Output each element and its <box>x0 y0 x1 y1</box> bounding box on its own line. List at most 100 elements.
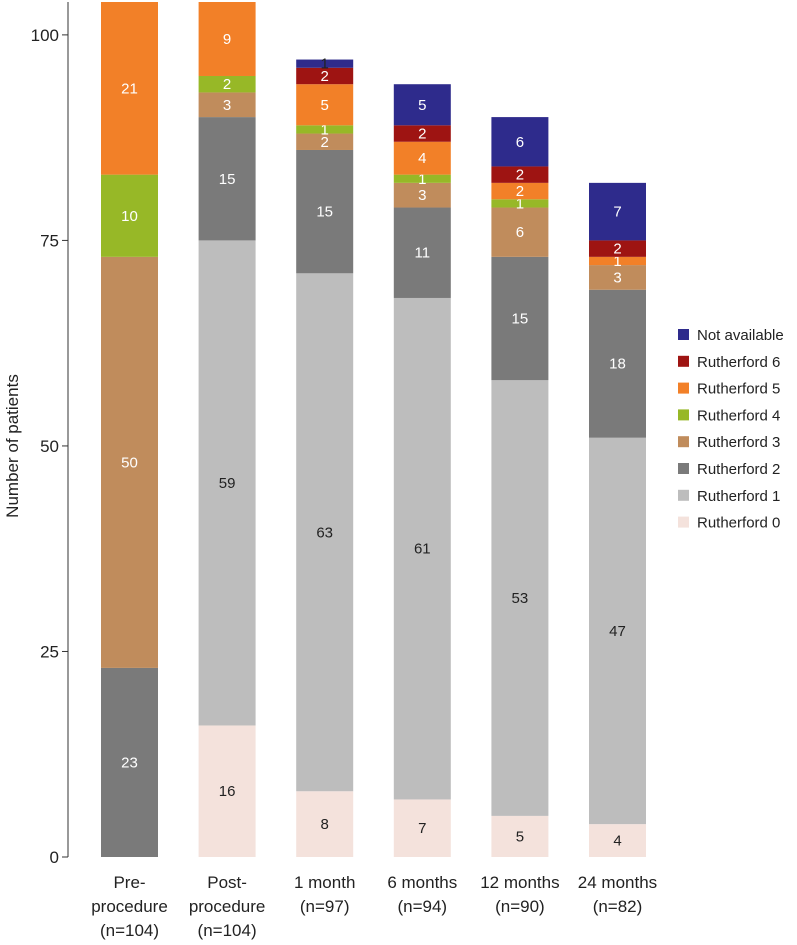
data-label-rutherford-5-4: 2 <box>516 183 524 200</box>
x-tick-label-3-0: 6 months <box>387 873 457 892</box>
data-label-rutherford-4-1: 2 <box>223 76 231 93</box>
legend-label-rutherford-1: Rutherford 1 <box>697 488 780 505</box>
legend-swatch-rutherford-3 <box>678 436 689 448</box>
bar-rutherford-1-2 <box>296 273 354 792</box>
bar-not-available-2 <box>296 59 354 68</box>
bar-rutherford-1-3 <box>393 297 451 800</box>
legend-label-rutherford-5: Rutherford 5 <box>697 381 780 398</box>
bar-rutherford-3-3 <box>393 182 451 208</box>
bar-rutherford-0-3 <box>393 799 451 857</box>
data-label-not-available-3: 5 <box>418 97 426 114</box>
data-label-rutherford-4-3: 1 <box>418 171 426 188</box>
data-label-not-available-2: 1 <box>321 56 329 73</box>
bar-rutherford-2-4 <box>491 256 549 381</box>
bar-rutherford-4-2 <box>296 125 354 134</box>
bar-rutherford-3-2 <box>296 133 354 150</box>
bar-rutherford-5-3 <box>393 141 451 175</box>
x-tick-label-1-0: Post- <box>207 873 247 892</box>
bar-rutherford-4-4 <box>491 199 549 208</box>
bar-rutherford-6-4 <box>491 166 549 183</box>
bar-not-available-3 <box>393 84 451 126</box>
x-tick-label-2-1: (n=97) <box>300 897 350 916</box>
data-label-rutherford-5-0: 21 <box>121 80 138 97</box>
data-label-rutherford-3-0: 50 <box>121 454 138 471</box>
data-label-rutherford-6-4: 2 <box>516 167 524 184</box>
legend-label-rutherford-3: Rutherford 3 <box>697 434 780 451</box>
data-label-rutherford-3-2: 2 <box>321 134 329 151</box>
x-tick-label-4-0: 12 months <box>480 873 559 892</box>
legend: Not available Rutherford 6 Rutherford 5 Rut… <box>678 327 784 532</box>
bar-rutherford-0-2 <box>296 791 354 857</box>
data-label-rutherford-3-5: 3 <box>613 269 621 286</box>
legend-label-rutherford-0: Rutherford 0 <box>697 515 780 532</box>
bar-rutherford-2-5 <box>589 289 646 438</box>
x-tick-label-1-1: procedure <box>189 897 266 916</box>
bar-rutherford-0-4 <box>491 815 549 857</box>
bars: 2350102116591532986315215217611131425553… <box>101 2 646 857</box>
x-tick-label-3-1: (n=94) <box>397 897 447 916</box>
bar-rutherford-5-0 <box>101 2 158 175</box>
x-tick-label-0-2: (n=104) <box>100 921 159 940</box>
bar-not-available-5 <box>589 182 646 241</box>
y-tick-label-50: 50 <box>40 437 59 456</box>
legend-swatch-rutherford-5 <box>678 382 689 394</box>
bar-rutherford-0-5 <box>589 824 646 857</box>
data-label-rutherford-3-4: 6 <box>516 224 524 241</box>
bar-rutherford-4-3 <box>393 174 451 183</box>
bar-rutherford-3-0 <box>101 256 158 668</box>
legend-swatch-rutherford-4 <box>678 409 689 421</box>
legend-swatch-not-available <box>678 329 689 340</box>
data-label-not-available-5: 7 <box>613 204 621 221</box>
bar-rutherford-2-1 <box>198 117 256 241</box>
data-label-rutherford-4-2: 1 <box>321 121 329 138</box>
bar-rutherford-1-4 <box>491 380 549 816</box>
data-label-rutherford-6-2: 2 <box>321 68 329 85</box>
bar-rutherford-5-5 <box>589 256 646 266</box>
bar-rutherford-5-2 <box>296 84 354 126</box>
bar-rutherford-5-4 <box>491 182 549 200</box>
x-tick-label-0-0: Pre- <box>113 873 145 892</box>
y-tick-label-0: 0 <box>50 848 59 867</box>
data-label-rutherford-5-1: 9 <box>223 31 231 48</box>
data-label-rutherford-1-3: 61 <box>414 541 431 558</box>
bar-rutherford-3-4 <box>491 207 549 257</box>
x-tick-label-5-1: (n=82) <box>593 897 643 916</box>
data-label-rutherford-2-1: 15 <box>219 171 236 188</box>
x-tick-label-0-1: procedure <box>91 897 168 916</box>
bar-not-available-4 <box>491 117 549 167</box>
bar-rutherford-3-1 <box>198 92 256 118</box>
data-label-rutherford-2-2: 15 <box>316 204 333 221</box>
x-axis-labels: Pre-procedure (n=104) Post-procedure (n=104… <box>91 873 657 940</box>
y-tick-label-100: 100 <box>31 26 59 45</box>
x-tick-label-4-1: (n=90) <box>495 897 545 916</box>
y-tick-label-25: 25 <box>40 642 59 661</box>
legend-swatch-rutherford-6 <box>678 355 689 367</box>
x-tick-label-5-0: 24 months <box>578 873 657 892</box>
data-label-rutherford-4-4: 1 <box>516 195 524 212</box>
x-tick-label-2-0: 1 month <box>294 873 355 892</box>
data-label-rutherford-6-3: 2 <box>418 126 426 143</box>
data-label-rutherford-1-5: 47 <box>609 623 626 640</box>
data-label-rutherford-1-1: 59 <box>219 475 236 492</box>
data-label-rutherford-5-2: 5 <box>321 97 329 114</box>
legend-swatch-rutherford-0 <box>678 516 689 528</box>
data-label-rutherford-0-3: 7 <box>418 820 426 837</box>
bar-rutherford-6-3 <box>393 125 451 142</box>
legend-label-rutherford-2: Rutherford 2 <box>697 461 780 478</box>
data-label-rutherford-2-0: 23 <box>121 754 138 771</box>
legend-label-rutherford-6: Rutherford 6 <box>697 354 780 371</box>
legend-swatch-rutherford-2 <box>678 463 689 474</box>
y-axis: 0 25 50 75 100 <box>31 2 69 867</box>
bar-rutherford-5-1 <box>198 2 256 76</box>
legend-label-rutherford-4: Rutherford 4 <box>697 407 780 424</box>
y-axis-title: Number of patients <box>3 374 22 518</box>
data-label-rutherford-2-4: 15 <box>512 311 529 328</box>
data-label-rutherford-0-5: 4 <box>613 833 621 850</box>
bar-rutherford-2-0 <box>101 667 158 857</box>
data-label-rutherford-3-1: 3 <box>223 97 231 114</box>
data-label-rutherford-1-2: 63 <box>316 524 333 541</box>
data-label-rutherford-0-1: 16 <box>219 783 236 800</box>
bar-rutherford-6-2 <box>296 67 354 85</box>
data-label-rutherford-6-5: 2 <box>613 241 621 258</box>
